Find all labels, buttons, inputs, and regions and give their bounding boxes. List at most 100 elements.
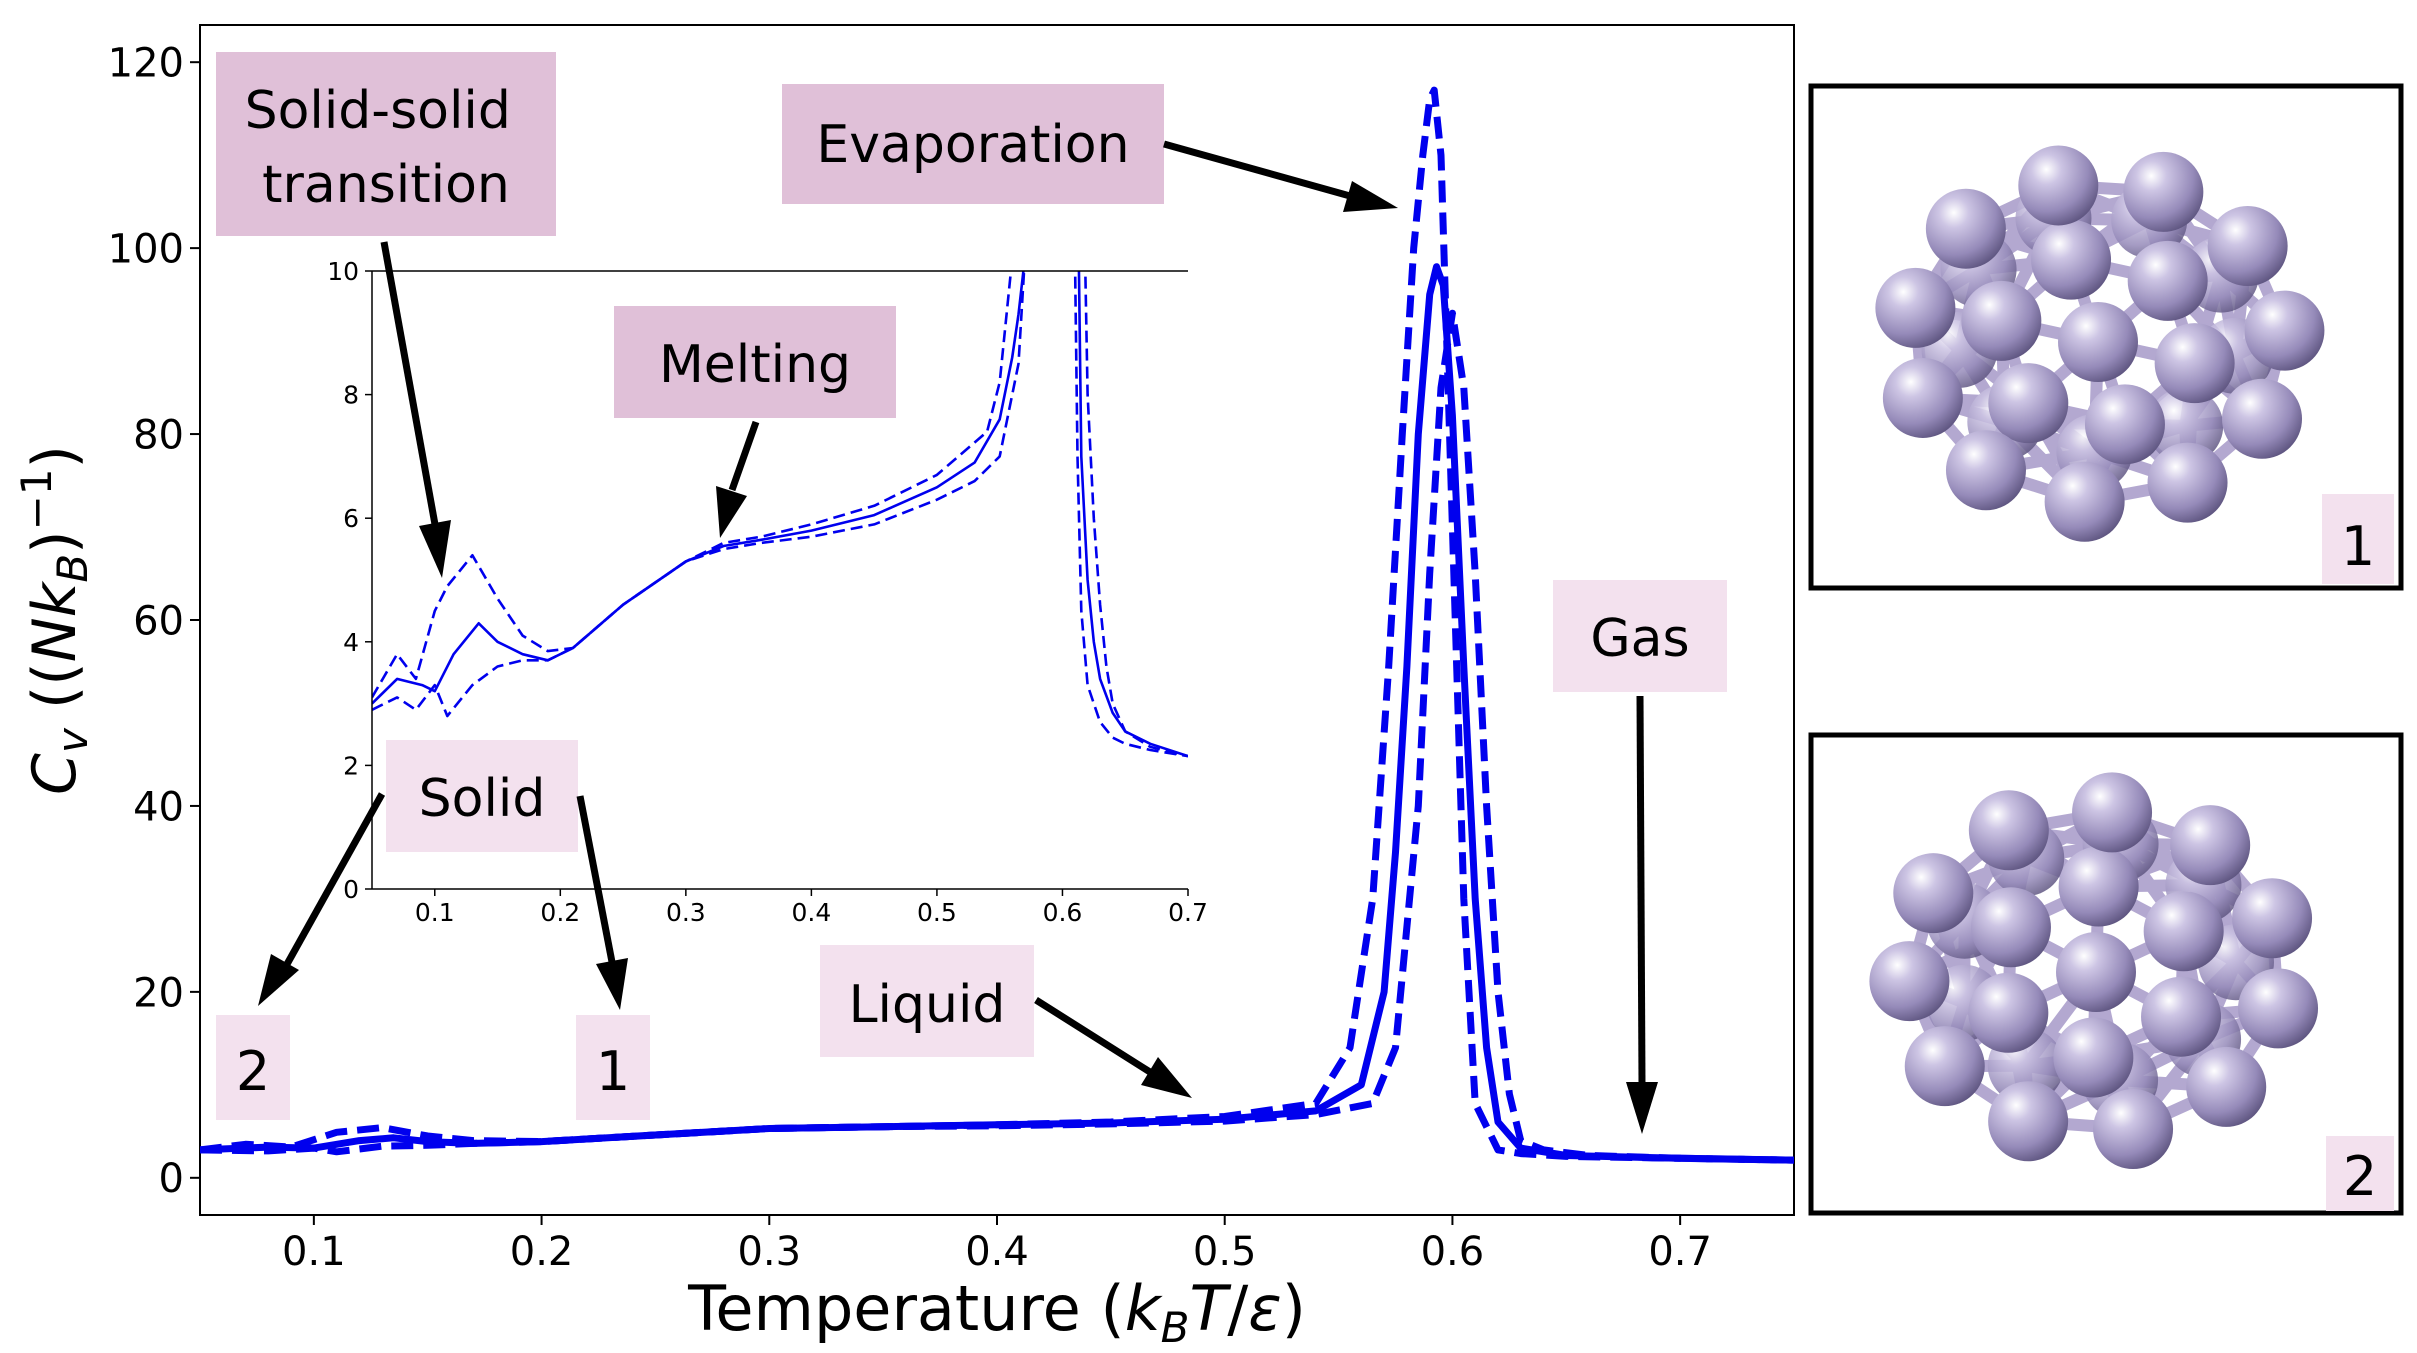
atom bbox=[2084, 384, 2165, 465]
atom bbox=[1988, 1081, 2069, 1162]
atom bbox=[2222, 378, 2303, 459]
arrow-solid-solid bbox=[380, 241, 451, 578]
atom bbox=[1875, 267, 1956, 348]
solid-label: Solid bbox=[419, 769, 546, 829]
solid-solid-box bbox=[216, 52, 556, 236]
gas-box bbox=[1553, 580, 1727, 692]
atom bbox=[1925, 188, 2006, 269]
atom bbox=[2056, 932, 2136, 1012]
atom bbox=[2093, 1089, 2174, 1170]
arrow-melting bbox=[716, 420, 760, 538]
atom bbox=[2058, 846, 2139, 927]
inset-y-tick: 0 bbox=[343, 875, 372, 904]
main-y-tick: 80 bbox=[133, 412, 200, 458]
inset-x-ticks: 0.1 0.2 0.3 0.4 0.5 0.6 0.7 bbox=[415, 889, 1208, 927]
main-y-tick: 60 bbox=[133, 598, 200, 644]
inset-x-tick-label: 0.1 bbox=[415, 898, 455, 927]
main-x-tick-label: 0.3 bbox=[737, 1229, 801, 1275]
inset-x-tick-label: 0.3 bbox=[666, 898, 706, 927]
inset-series-line-2 bbox=[1077, 271, 1188, 758]
inset-x-tick-label: 0.7 bbox=[1168, 898, 1208, 927]
arrow-gas bbox=[1626, 695, 1658, 1134]
solid-box bbox=[386, 740, 578, 852]
main-series-line-2 bbox=[200, 86, 1794, 1164]
atom bbox=[1904, 1026, 1985, 1107]
inset-series-line-5 bbox=[372, 271, 1026, 718]
atom bbox=[2141, 976, 2222, 1057]
inset-y-ticks: 0 2 4 6 8 10 bbox=[327, 257, 372, 904]
structure-panel-1: 1 bbox=[1808, 83, 2404, 591]
structure-1-label: 1 bbox=[2341, 515, 2375, 578]
inset-x-tick-label: 0.4 bbox=[792, 898, 832, 927]
atom bbox=[2044, 461, 2125, 542]
atom bbox=[1988, 363, 2069, 444]
atom bbox=[1970, 887, 2051, 968]
main-x-tick: 0.4 bbox=[965, 1215, 1029, 1275]
main-x-tick: 0.2 bbox=[510, 1215, 573, 1275]
atom bbox=[2232, 878, 2313, 959]
main-y-tick-label: 120 bbox=[108, 41, 184, 87]
inset-x-tick-label: 0.5 bbox=[917, 898, 957, 927]
atom bbox=[1945, 430, 2026, 511]
atom bbox=[2238, 968, 2319, 1049]
atom bbox=[1869, 941, 1950, 1022]
main-y-tick-label: 60 bbox=[133, 598, 184, 644]
atom bbox=[2072, 772, 2153, 853]
inset-x-tick: 0.3 bbox=[666, 889, 706, 927]
main-x-tick-label: 0.5 bbox=[1193, 1229, 1257, 1275]
inset-x-tick: 0.1 bbox=[415, 889, 455, 927]
inset-y-tick-label: 10 bbox=[327, 257, 359, 286]
atom bbox=[2147, 442, 2228, 523]
main-x-ticks: 0.1 0.2 0.3 0.4 0.5 0.6 0.7 bbox=[282, 1215, 1712, 1275]
liquid-box bbox=[820, 945, 1034, 1057]
annotations: Solid-solid transition Evaporation Melti… bbox=[216, 52, 1727, 1120]
main-y-tick-label: 20 bbox=[133, 970, 184, 1016]
inset-y-tick: 8 bbox=[343, 381, 372, 410]
inset-x-tick: 0.2 bbox=[540, 889, 580, 927]
main-series bbox=[200, 86, 1794, 1164]
melting-box bbox=[614, 306, 896, 418]
atom bbox=[1893, 853, 1974, 934]
x-axis-label: Temperature (kBT/ε) bbox=[687, 1272, 1306, 1352]
main-y-tick-label: 40 bbox=[133, 784, 184, 830]
atom bbox=[2053, 1017, 2134, 1098]
main-y-tick: 0 bbox=[159, 1156, 200, 1202]
atom bbox=[2058, 302, 2138, 382]
structure-panel-2: 2 bbox=[1808, 732, 2404, 1216]
marker-1-label: 1 bbox=[596, 1040, 630, 1103]
atom bbox=[2207, 206, 2288, 287]
main-series-line-3 bbox=[200, 309, 1794, 1164]
arrow-solid-to-2 bbox=[258, 792, 386, 1006]
arrow-evaporation bbox=[1163, 140, 1398, 212]
inset-x-tick-label: 0.6 bbox=[1043, 898, 1083, 927]
solid-solid-label: Solid-solid transition bbox=[245, 81, 528, 215]
atom bbox=[2127, 240, 2208, 321]
inset-y-tick-label: 6 bbox=[343, 504, 359, 533]
arrow-solid-to-1 bbox=[576, 795, 628, 1010]
atom bbox=[2170, 805, 2251, 886]
structure-2-label: 2 bbox=[2343, 1145, 2377, 1208]
evaporation-label: Evaporation bbox=[816, 115, 1129, 175]
main-y-tick: 100 bbox=[108, 227, 200, 273]
main-y-ticks: 0 20 40 60 80 100 120 bbox=[108, 41, 200, 1202]
inset-y-tick: 6 bbox=[343, 504, 372, 533]
main-y-tick-label: 100 bbox=[108, 227, 184, 273]
main-x-tick-label: 0.4 bbox=[965, 1229, 1029, 1275]
inset-series-line-6 bbox=[1084, 271, 1188, 758]
marker-2-box bbox=[216, 1015, 290, 1120]
atom bbox=[2147, 387, 2224, 464]
inset-x-tick: 0.4 bbox=[792, 889, 832, 927]
inset-x-tick-label: 0.2 bbox=[540, 898, 580, 927]
structure-2-label-box bbox=[2326, 1136, 2394, 1211]
main-x-tick: 0.3 bbox=[737, 1215, 801, 1275]
atom bbox=[2154, 323, 2235, 404]
main-x-tick: 0.1 bbox=[282, 1215, 346, 1275]
melting-label: Melting bbox=[659, 335, 851, 395]
cluster-2-image bbox=[1869, 772, 2319, 1170]
atom bbox=[2244, 290, 2325, 371]
gas-label: Gas bbox=[1590, 609, 1689, 669]
inset-y-tick-label: 4 bbox=[343, 628, 359, 657]
atom bbox=[2123, 151, 2204, 232]
inset-y-tick-label: 0 bbox=[343, 875, 359, 904]
inset-x-tick: 0.7 bbox=[1168, 889, 1208, 927]
